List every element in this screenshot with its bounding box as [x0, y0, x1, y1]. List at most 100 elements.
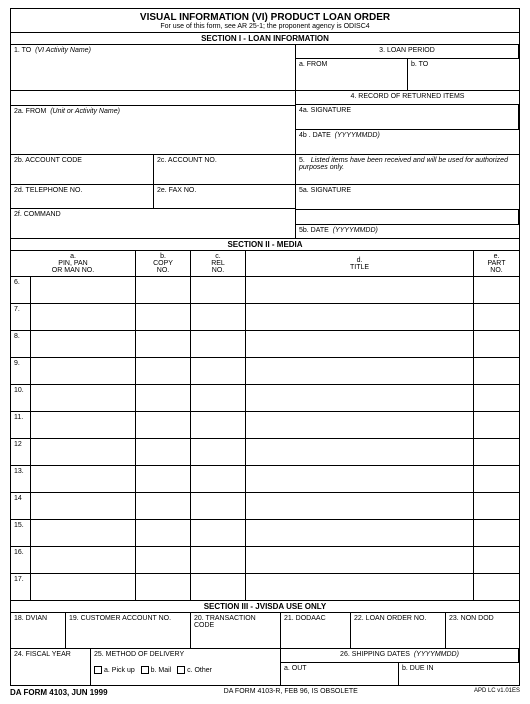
chk-mail[interactable]: [141, 666, 149, 674]
field-2b-acct-code: 2b. ACCOUNT CODE: [11, 155, 154, 185]
field-3-loan-period: 3. LOAN PERIOD: [296, 45, 519, 59]
field-23: 23. NON DOD: [446, 613, 519, 649]
media-c: [191, 331, 246, 357]
media-idx: 12: [11, 439, 31, 465]
media-row: 15.: [11, 520, 519, 547]
media-e: [474, 358, 519, 384]
s1-row5: 2d. TELEPHONE NO. 2e. FAX NO. 5a. SIGNAT…: [11, 185, 519, 209]
field-5a-sig-space: [296, 209, 519, 225]
media-d: [246, 547, 474, 573]
footer-left: DA FORM 4103, JUN 1999: [10, 688, 108, 697]
media-idx: 11.: [11, 412, 31, 438]
media-a: [31, 520, 136, 546]
media-c: [191, 574, 246, 600]
field-2e-fax: 2e. FAX NO.: [154, 185, 296, 209]
media-idx: 6.: [11, 277, 31, 303]
chk-other[interactable]: [177, 666, 185, 674]
media-idx: 10.: [11, 385, 31, 411]
media-e: [474, 304, 519, 330]
media-a: [31, 493, 136, 519]
media-e: [474, 385, 519, 411]
media-b: [136, 358, 191, 384]
col-d-hdr: d. TITLE: [246, 251, 474, 276]
media-c: [191, 385, 246, 411]
media-d: [246, 331, 474, 357]
footer-mid: DA FORM 4103-R, FEB 96, IS OBSOLETE: [224, 688, 358, 697]
media-a: [31, 574, 136, 600]
field-26b: b. DUE IN: [399, 663, 519, 685]
media-d: [246, 277, 474, 303]
field-26: 26. SHIPPING DATES (YYYYMMDD): [281, 649, 519, 663]
media-row: 12: [11, 439, 519, 466]
chk-pickup[interactable]: [94, 666, 102, 674]
media-c: [191, 547, 246, 573]
section1-header: SECTION I - LOAN INFORMATION: [11, 33, 519, 45]
media-b: [136, 520, 191, 546]
field-19: 19. CUSTOMER ACCOUNT NO.: [66, 613, 191, 649]
media-row: 17.: [11, 574, 519, 601]
media-a: [31, 331, 136, 357]
media-a: [31, 277, 136, 303]
field-4-record: 4. RECORD OF RETURNED ITEMS: [296, 91, 519, 105]
s1-right3: 4a. SIGNATURE 4b . DATE (YYYYMMDD): [296, 105, 519, 155]
media-d: [246, 466, 474, 492]
title-block: VISUAL INFORMATION (VI) PRODUCT LOAN ORD…: [11, 9, 519, 33]
media-e: [474, 331, 519, 357]
media-b: [136, 412, 191, 438]
media-c: [191, 493, 246, 519]
field-5: 5. Listed items have been received and w…: [296, 155, 519, 185]
field-22: 22. LOAN ORDER NO.: [351, 613, 446, 649]
s1-right1: 3. LOAN PERIOD a. FROM b. TO: [296, 45, 519, 91]
media-d: [246, 439, 474, 465]
media-b: [136, 574, 191, 600]
footer: DA FORM 4103, JUN 1999 DA FORM 4103-R, F…: [10, 686, 520, 697]
field-2a-from: 2a. FROM (Unit or Activity Name): [11, 105, 296, 155]
media-idx: 14: [11, 493, 31, 519]
field-18: 18. DVIAN: [11, 613, 66, 649]
s3-26-row: a. OUT b. DUE IN: [281, 663, 519, 685]
media-c: [191, 412, 246, 438]
field-2c-acct-no: 2c. ACCOUNT NO.: [154, 155, 296, 185]
page: VISUAL INFORMATION (VI) PRODUCT LOAN ORD…: [0, 0, 530, 704]
media-e: [474, 466, 519, 492]
media-d: [246, 574, 474, 600]
s1-row1: 1. TO (VI Activity Name) 3. LOAN PERIOD …: [11, 45, 519, 91]
media-d: [246, 493, 474, 519]
media-e: [474, 520, 519, 546]
field-24: 24. FISCAL YEAR: [11, 649, 91, 685]
form-subtitle: For use of this form, see AR 25-1; the p…: [11, 23, 519, 30]
col-e-hdr: e. PART NO.: [474, 251, 519, 276]
media-d: [246, 385, 474, 411]
section3-header: SECTION III - JVISDA USE ONLY: [11, 601, 519, 613]
media-e: [474, 493, 519, 519]
footer-right: APD LC v1.01ES: [474, 688, 520, 697]
field-4b-date: 4b . DATE (YYYYMMDD): [296, 130, 519, 155]
s1-row6: 2f. COMMAND 5b. DATE (YYYYMMDD): [11, 209, 519, 239]
media-row: 13.: [11, 466, 519, 493]
media-idx: 17.: [11, 574, 31, 600]
media-b: [136, 331, 191, 357]
media-e: [474, 412, 519, 438]
media-e: [474, 574, 519, 600]
media-d: [246, 520, 474, 546]
s1-row2: 4. RECORD OF RETURNED ITEMS: [11, 91, 519, 105]
media-b: [136, 277, 191, 303]
s3-row1: 18. DVIAN 19. CUSTOMER ACCOUNT NO. 20. T…: [11, 613, 519, 649]
media-a: [31, 385, 136, 411]
field-4a-sig: 4a. SIGNATURE: [296, 105, 519, 130]
media-d: [246, 412, 474, 438]
media-body: 6.7.8.9.10.11.1213.1415.16.17.: [11, 277, 519, 601]
field-5a-sig: 5a. SIGNATURE: [296, 185, 519, 209]
media-c: [191, 520, 246, 546]
s1-period-row: a. FROM b. TO: [296, 59, 519, 91]
media-e: [474, 547, 519, 573]
media-row: 6.: [11, 277, 519, 304]
media-idx: 7.: [11, 304, 31, 330]
media-row: 16.: [11, 547, 519, 574]
media-row: 11.: [11, 412, 519, 439]
col-a-hdr: a. PIN, PAN OR MAN NO.: [11, 251, 136, 276]
media-b: [136, 439, 191, 465]
media-d: [246, 358, 474, 384]
field-1-to: 1. TO (VI Activity Name): [11, 45, 296, 91]
s1-row4: 2b. ACCOUNT CODE 2c. ACCOUNT NO. 5. List…: [11, 155, 519, 185]
